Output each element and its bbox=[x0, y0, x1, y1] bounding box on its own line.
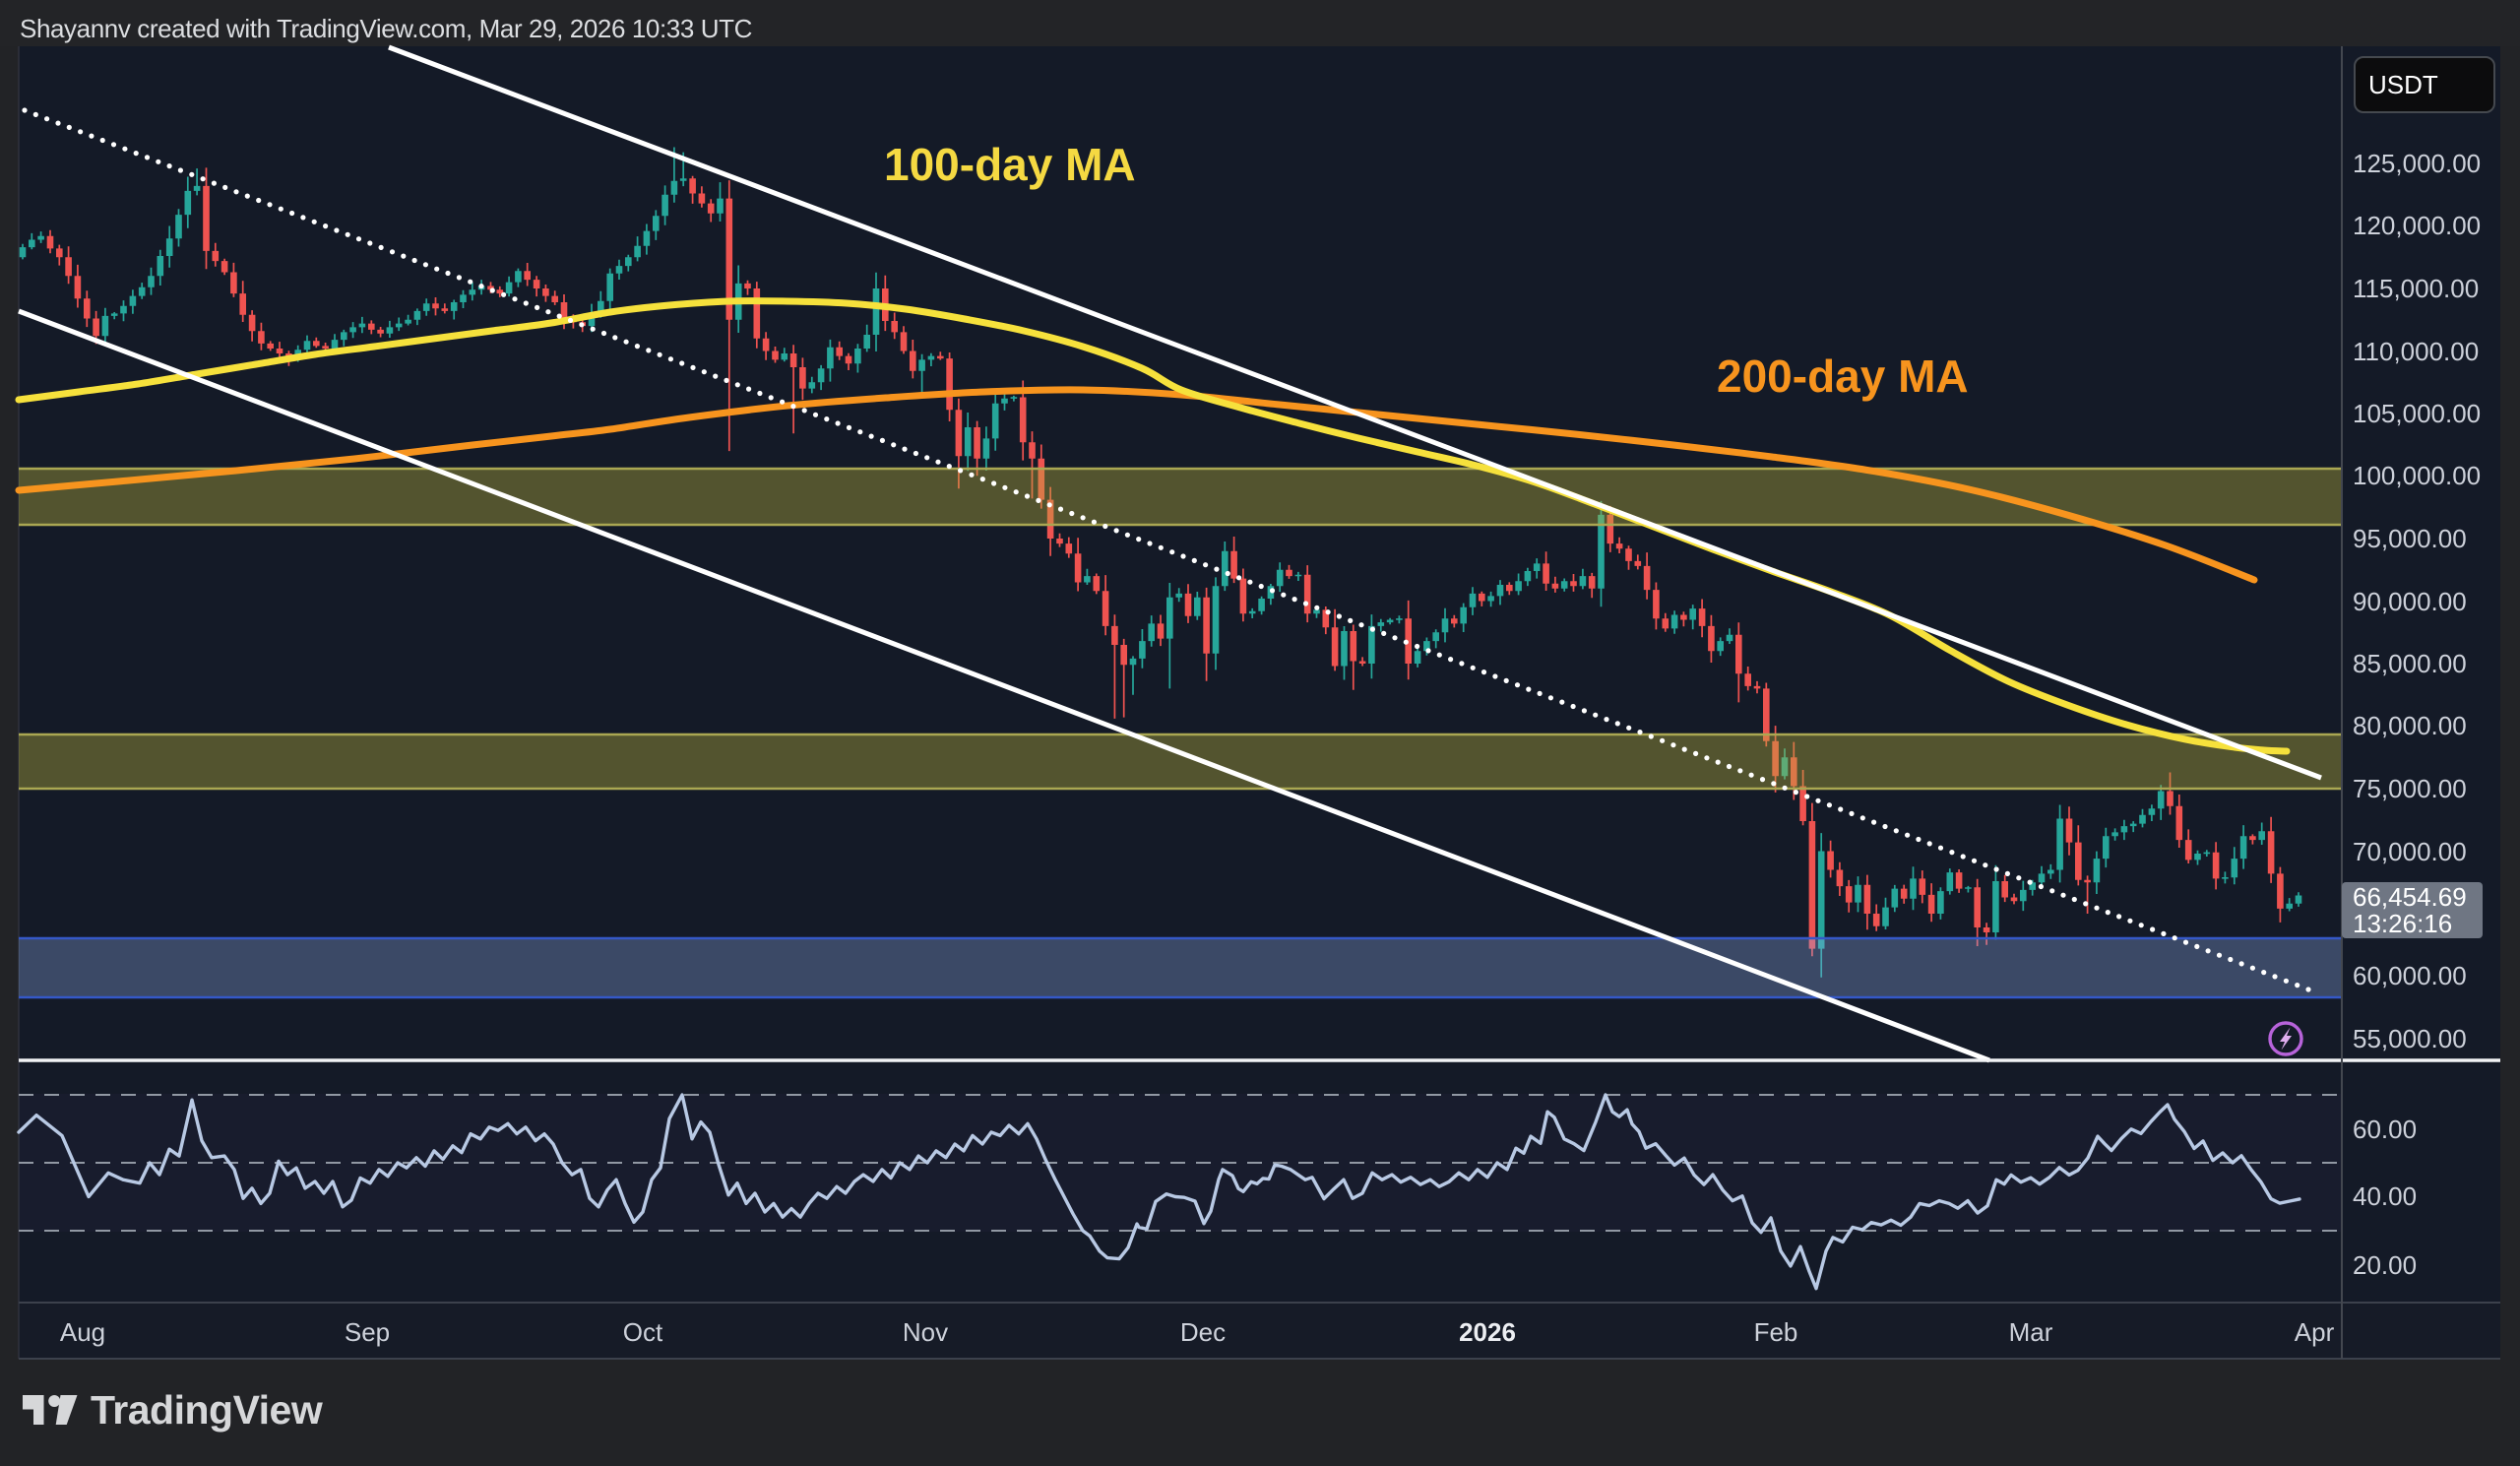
svg-text:Nov: Nov bbox=[903, 1317, 948, 1347]
svg-text:Apr: Apr bbox=[2295, 1317, 2335, 1347]
svg-text:Sep: Sep bbox=[345, 1317, 390, 1347]
svg-text:USDT: USDT bbox=[2368, 70, 2438, 99]
svg-text:TradingView: TradingView bbox=[91, 1387, 323, 1433]
svg-text:125,000.00: 125,000.00 bbox=[2353, 149, 2481, 178]
svg-text:115,000.00: 115,000.00 bbox=[2353, 274, 2479, 303]
svg-text:90,000.00: 90,000.00 bbox=[2353, 587, 2467, 616]
svg-text:Oct: Oct bbox=[623, 1317, 663, 1347]
svg-text:66,454.69: 66,454.69 bbox=[2353, 882, 2467, 912]
svg-text:Shayannv created with TradingV: Shayannv created with TradingView.com, M… bbox=[20, 14, 752, 43]
svg-text:105,000.00: 105,000.00 bbox=[2353, 399, 2481, 428]
svg-text:110,000.00: 110,000.00 bbox=[2353, 337, 2479, 366]
svg-text:95,000.00: 95,000.00 bbox=[2353, 524, 2467, 553]
svg-text:40.00: 40.00 bbox=[2353, 1181, 2417, 1211]
svg-text:Aug: Aug bbox=[60, 1317, 105, 1347]
svg-text:60.00: 60.00 bbox=[2353, 1115, 2417, 1144]
svg-text:20.00: 20.00 bbox=[2353, 1250, 2417, 1280]
svg-text:100-day MA: 100-day MA bbox=[884, 139, 1136, 190]
svg-text:75,000.00: 75,000.00 bbox=[2353, 774, 2467, 803]
svg-text:13:26:16: 13:26:16 bbox=[2353, 909, 2452, 938]
svg-text:Dec: Dec bbox=[1180, 1317, 1226, 1347]
svg-text:2026: 2026 bbox=[1459, 1317, 1516, 1347]
svg-text:100,000.00: 100,000.00 bbox=[2353, 461, 2481, 490]
svg-text:Feb: Feb bbox=[1754, 1317, 1798, 1347]
svg-text:80,000.00: 80,000.00 bbox=[2353, 711, 2467, 740]
svg-text:Mar: Mar bbox=[2009, 1317, 2053, 1347]
svg-text:85,000.00: 85,000.00 bbox=[2353, 649, 2467, 678]
svg-text:60,000.00: 60,000.00 bbox=[2353, 961, 2467, 990]
svg-text:70,000.00: 70,000.00 bbox=[2353, 837, 2467, 866]
svg-text:55,000.00: 55,000.00 bbox=[2353, 1024, 2467, 1053]
svg-text:200-day MA: 200-day MA bbox=[1717, 351, 1969, 402]
svg-text:120,000.00: 120,000.00 bbox=[2353, 211, 2481, 240]
